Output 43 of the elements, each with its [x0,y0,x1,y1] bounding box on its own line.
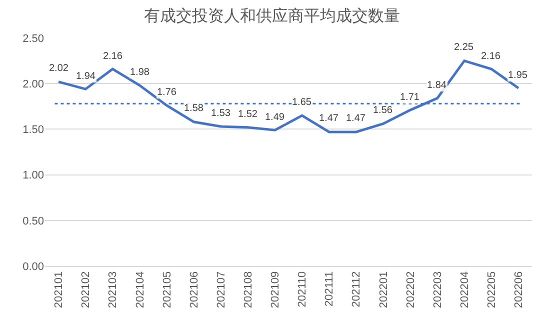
data-label: 1.94 [76,71,96,82]
y-tick-label: 2.00 [22,78,44,90]
x-tick-label: 202201 [378,271,390,308]
x-tick-label: 202202 [404,271,417,308]
x-tick-label: 202107 [215,271,228,308]
x-tick-label: 202204 [458,271,471,308]
x-tick-label: 202103 [107,271,120,308]
x-tick-label: 202206 [513,271,526,308]
x-tick-label: 202112 [350,271,363,308]
y-tick-label: 0.50 [22,215,44,228]
data-label: 1.58 [184,103,204,114]
data-label: 2.16 [481,51,501,62]
data-label: 1.76 [157,87,177,98]
x-tick-label: 202111 [324,271,336,306]
data-label: 1.84 [427,80,447,91]
data-label: 1.53 [211,108,231,119]
x-tick-label: 202101 [53,271,66,308]
data-label: 1.65 [292,97,312,108]
chart-title: 有成交投资人和供应商平均成交数量 [144,6,400,25]
y-tick-label: 1.50 [22,124,44,136]
x-tick-label: 202109 [270,271,282,308]
x-tick-label: 202102 [80,271,92,308]
x-tick-label: 202203 [432,271,444,308]
x-tick-label: 202104 [134,271,146,308]
data-label: 1.95 [508,70,528,81]
x-tick-label: 202110 [296,271,309,308]
y-tick-label: 2.50 [22,32,44,45]
x-tick-label: 202105 [161,271,174,308]
y-tick-label: 1.00 [22,170,44,182]
data-label: 1.98 [130,67,150,78]
x-tick-label: 202205 [486,271,498,308]
x-tick-label: 202106 [188,271,200,308]
data-label: 2.16 [103,51,123,62]
x-tick-label: 202108 [242,271,254,308]
data-label: 1.71 [400,92,420,103]
data-label: 1.56 [373,105,393,116]
y-tick-label: 0.00 [22,260,44,273]
data-label: 2.25 [454,42,474,53]
data-label: 1.49 [265,112,285,123]
data-label: 1.47 [346,113,366,124]
data-label: 2.02 [49,63,69,74]
data-label: 1.47 [319,113,339,124]
data-label: 1.52 [238,109,258,120]
